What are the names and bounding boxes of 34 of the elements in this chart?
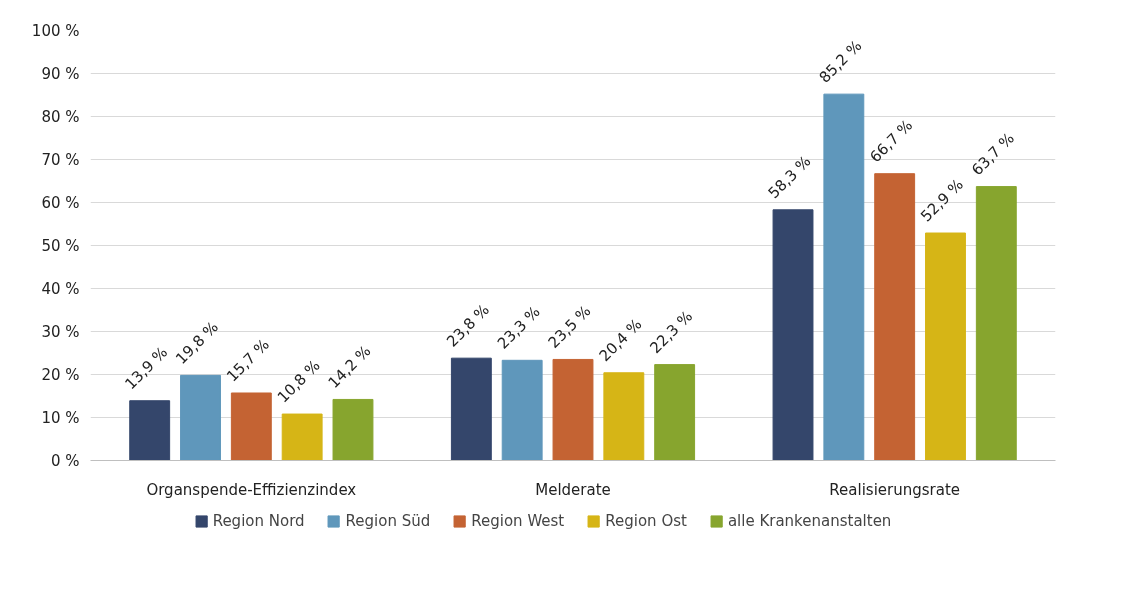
legend-label: Region Nord <box>212 512 305 530</box>
bar <box>772 209 814 461</box>
x-tick-label: Realisierungsrate <box>829 480 961 499</box>
y-tick-label: 50 % <box>41 236 80 255</box>
x-tick-label: Melderate <box>535 480 611 499</box>
bar <box>823 93 865 461</box>
bar <box>450 357 492 461</box>
legend-label: Region West <box>471 512 565 530</box>
bar <box>552 358 594 461</box>
bar <box>654 364 696 461</box>
x-tick-label: Organspende-Effizienzindex <box>146 480 357 499</box>
y-tick-label: 0 % <box>50 451 80 470</box>
y-tick-label: 30 % <box>41 322 80 341</box>
bar <box>925 232 966 461</box>
y-tick-label: 20 % <box>41 365 80 384</box>
legend-label: alle Krankenanstalten <box>727 512 892 530</box>
bar <box>129 400 171 461</box>
y-tick-label: 10 % <box>41 408 80 427</box>
bar <box>281 413 323 461</box>
bar <box>975 186 1017 461</box>
bar <box>874 173 916 461</box>
bar <box>603 372 645 461</box>
y-tick-label: 80 % <box>41 107 80 126</box>
bar <box>332 398 374 461</box>
bar <box>180 374 221 461</box>
bar <box>230 392 272 461</box>
legend-label: Region Ost <box>605 512 687 530</box>
y-tick-label: 70 % <box>41 150 80 169</box>
legend-label: Region Süd <box>345 512 431 530</box>
bar <box>501 359 543 461</box>
y-tick-label: 100 % <box>31 21 80 40</box>
y-tick-label: 40 % <box>41 279 80 298</box>
y-tick-label: 60 % <box>41 193 80 212</box>
y-tick-label: 90 % <box>41 64 80 83</box>
